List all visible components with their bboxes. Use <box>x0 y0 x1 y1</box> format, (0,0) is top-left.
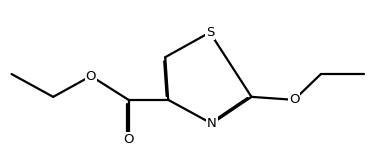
Text: N: N <box>207 117 217 130</box>
Text: S: S <box>206 26 214 39</box>
Text: O: O <box>86 69 96 83</box>
Text: O: O <box>123 133 134 146</box>
Text: O: O <box>289 93 300 106</box>
